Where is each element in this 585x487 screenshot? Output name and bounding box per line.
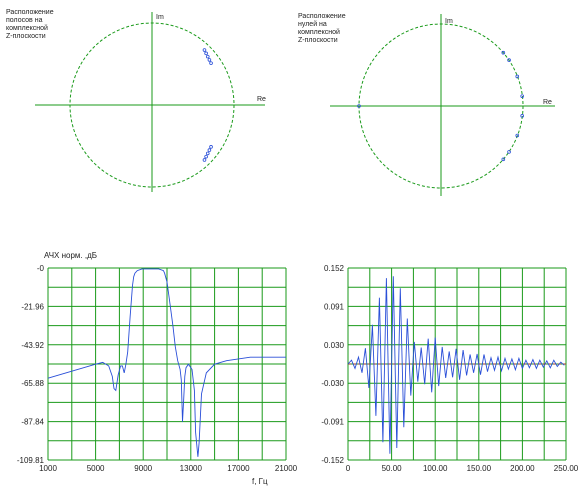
x-tick-label: 5000 (87, 464, 105, 473)
pz-marker-1 (204, 51, 208, 56)
x-tick-label: 150.00 (467, 464, 492, 473)
pz-marker-2 (515, 74, 520, 79)
afr-x-ticks: 1000 5000 9000 13000 17000 21000 (39, 464, 298, 473)
pz-marker-3 (207, 58, 212, 62)
zeros-title-line-1: Расположение (298, 13, 346, 20)
pz-marker-2 (205, 54, 210, 59)
x-tick-label: 1000 (39, 464, 57, 473)
pz-marker-0 (202, 48, 207, 52)
afr-series-line (47, 268, 286, 457)
pz-marker-7 (205, 151, 210, 156)
x-tick-label: 17000 (227, 464, 250, 473)
poles-title-line-4: Z-плоскости (6, 33, 46, 40)
x-tick-label: 9000 (134, 464, 152, 473)
y-tick-label: 0.091 (324, 302, 345, 311)
y-tick-label: -21.96 (21, 302, 44, 311)
poles-re-label: Re (257, 96, 266, 103)
y-tick-label: -65.88 (21, 379, 44, 388)
poles-markers (202, 48, 213, 162)
x-tick-label: 250.00 (554, 464, 579, 473)
poles-im-label: Im (156, 14, 164, 21)
pz-marker-5 (507, 150, 511, 154)
poles-title-line-1: Расположение (6, 9, 54, 16)
ir-series-line (347, 276, 565, 454)
ir-x-ticks: 0 50.00 100.00 150.00 200.00 250.00 (346, 464, 579, 473)
zeros-im-label: Im (445, 18, 453, 25)
pz-marker-6 (204, 154, 208, 159)
pole-zero-plot-zeros: Расположение нулей на комплексной Z-плос… (298, 13, 555, 196)
frequency-response-chart: АЧХ норм. ,дБ -0 -21.96 -43.92 -65.88 -87.84… (17, 251, 298, 486)
poles-title-line-2: полосов на (6, 17, 43, 24)
y-tick-label: -109.81 (17, 456, 45, 465)
pz-marker-1 (507, 58, 511, 62)
ir-y-ticks: 0.152 0.091 0.030 -0.030 -0.091 -0.152 (321, 264, 344, 465)
pz-marker-4 (501, 157, 506, 162)
x-tick-label: 0 (346, 464, 351, 473)
x-tick-label: 21000 (275, 464, 298, 473)
y-tick-label: -0.152 (321, 456, 344, 465)
afr-grid (47, 267, 287, 461)
poles-title-line-3: комплексной (6, 24, 48, 32)
impulse-response-chart: 0.152 0.091 0.030 -0.030 -0.091 -0.152 0 50.00… (321, 264, 578, 473)
pz-marker-8 (357, 104, 361, 108)
pz-marker-9 (209, 145, 213, 149)
y-tick-label: 0.030 (324, 341, 345, 350)
pz-marker-0 (501, 50, 506, 55)
x-tick-label: 100.00 (423, 464, 448, 473)
zeros-title-line-3: комплексной (298, 28, 340, 36)
zeros-title-line-2: нулей на (298, 20, 327, 28)
zeros-re-label: Re (543, 99, 552, 106)
y-tick-label: -43.92 (21, 341, 44, 350)
x-tick-label: 13000 (180, 464, 203, 473)
pole-zero-plot-poles: Расположение полосов на комплексной Z-пл… (6, 9, 266, 192)
afr-xlabel: f, Гц (252, 477, 268, 486)
pz-marker-7 (520, 114, 524, 118)
y-tick-label: -0 (37, 264, 45, 273)
pz-marker-8 (207, 148, 212, 152)
afr-ylabel: АЧХ норм. ,дБ (44, 251, 97, 260)
pz-marker-6 (515, 133, 520, 138)
pz-marker-3 (520, 94, 524, 98)
y-tick-label: -0.091 (321, 418, 344, 427)
afr-y-ticks: -0 -21.96 -43.92 -65.88 -87.84 -109.81 (17, 264, 45, 465)
pz-marker-4 (209, 61, 213, 65)
x-tick-label: 200.00 (510, 464, 535, 473)
y-tick-label: -87.84 (21, 418, 44, 427)
zeros-title-line-4: Z-плоскости (298, 37, 338, 44)
zeros-markers (357, 50, 524, 162)
y-tick-label: 0.152 (324, 264, 345, 273)
x-tick-label: 50.00 (382, 464, 403, 473)
pz-marker-5 (202, 158, 207, 162)
y-tick-label: -0.030 (321, 379, 344, 388)
